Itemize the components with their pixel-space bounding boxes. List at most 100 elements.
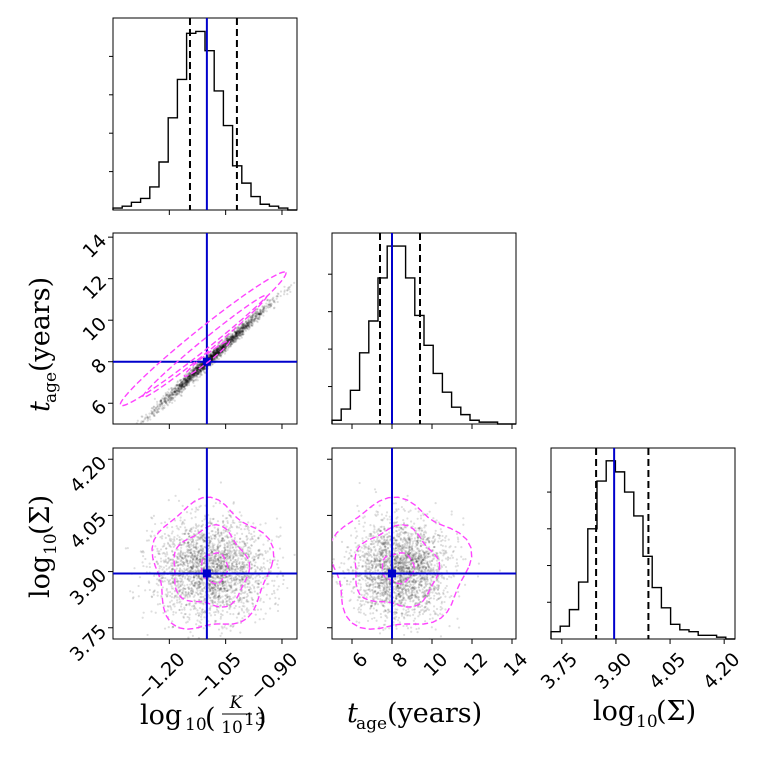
sample-point <box>218 347 221 350</box>
sample-point <box>200 577 203 580</box>
sample-point <box>228 550 231 553</box>
sample-point <box>228 336 232 339</box>
sample-point <box>192 558 195 561</box>
sample-point <box>397 579 400 582</box>
sample-point <box>220 574 223 578</box>
sample-point <box>380 575 383 579</box>
sample-point <box>254 319 257 322</box>
sample-point <box>239 569 242 572</box>
sample-point <box>241 565 245 568</box>
sample-point <box>199 560 202 563</box>
sample-point <box>203 585 206 589</box>
sample-point <box>254 317 257 320</box>
sample-point <box>283 289 286 292</box>
sample-point <box>250 544 253 547</box>
sample-point <box>216 348 219 351</box>
sample-point <box>209 589 212 592</box>
sample-point <box>176 381 179 384</box>
sample-point <box>183 384 187 388</box>
sample-point <box>213 557 217 560</box>
sample-point <box>242 566 246 569</box>
sample-point <box>214 352 217 355</box>
sample-point <box>153 414 156 417</box>
sample-point <box>190 547 193 551</box>
sample-point <box>188 379 192 382</box>
sample-point <box>193 367 196 370</box>
sample-point <box>216 351 220 354</box>
sample-point <box>168 397 172 400</box>
sample-point <box>436 588 440 591</box>
sample-point <box>196 379 199 382</box>
sample-point <box>213 350 216 354</box>
sample-point <box>198 558 201 561</box>
sample-point <box>186 376 189 380</box>
sample-point <box>186 564 189 568</box>
sample-point <box>201 588 204 591</box>
sample-point <box>226 576 229 579</box>
sample-point <box>252 605 255 608</box>
sample-point <box>183 385 186 388</box>
sample-point <box>189 376 192 379</box>
sample-point <box>246 323 249 326</box>
sample-point <box>211 355 214 358</box>
sample-point <box>210 550 213 553</box>
sample-point <box>259 312 262 315</box>
sample-point <box>214 588 217 591</box>
sample-point <box>233 333 237 336</box>
sample-point <box>190 567 193 570</box>
sample-point <box>202 549 205 552</box>
sample-point <box>173 390 176 393</box>
sample-point <box>194 366 198 370</box>
sample-point <box>168 396 171 399</box>
sample-point <box>192 549 195 553</box>
sample-point <box>242 545 245 548</box>
sample-point <box>210 557 213 560</box>
sample-point <box>187 569 190 572</box>
sample-point <box>191 553 194 556</box>
sample-point <box>226 542 229 545</box>
sample-point <box>219 588 222 591</box>
sample-point <box>192 584 195 588</box>
sample-point <box>220 582 223 585</box>
sample-point <box>163 570 166 573</box>
sample-point <box>173 391 177 395</box>
sample-point <box>199 558 202 561</box>
sample-point <box>245 325 248 328</box>
sample-point <box>164 555 167 558</box>
sample-point <box>231 338 234 341</box>
sample-point <box>242 322 245 325</box>
sample-point <box>259 567 262 571</box>
sample-point <box>216 589 219 593</box>
sample-point <box>269 302 273 305</box>
sample-point <box>176 393 179 396</box>
sample-point <box>177 389 180 392</box>
sample-point <box>248 321 251 324</box>
sample-point <box>219 351 222 354</box>
sample-point <box>195 373 199 376</box>
sample-point <box>232 501 235 504</box>
sample-point <box>221 584 224 588</box>
sample-point <box>276 295 279 298</box>
sample-point <box>440 540 443 543</box>
sample-point <box>420 560 423 563</box>
sample-point <box>410 580 413 583</box>
sample-point <box>243 541 246 544</box>
sample-point <box>227 568 231 571</box>
sample-point <box>432 575 435 579</box>
sample-point <box>221 584 224 587</box>
sample-point <box>188 370 191 374</box>
sample-point <box>198 505 201 508</box>
sample-point <box>228 606 231 609</box>
sample-point <box>418 578 422 581</box>
sample-point <box>180 385 183 388</box>
sample-point <box>197 580 200 583</box>
sample-point <box>214 351 218 354</box>
sample-point <box>156 406 159 409</box>
sample-point <box>213 595 216 598</box>
sample-point <box>238 574 241 577</box>
sample-point <box>278 547 282 550</box>
sample-point <box>279 526 282 529</box>
sample-point <box>227 338 230 342</box>
sample-point <box>193 583 196 586</box>
sample-point <box>257 312 261 316</box>
